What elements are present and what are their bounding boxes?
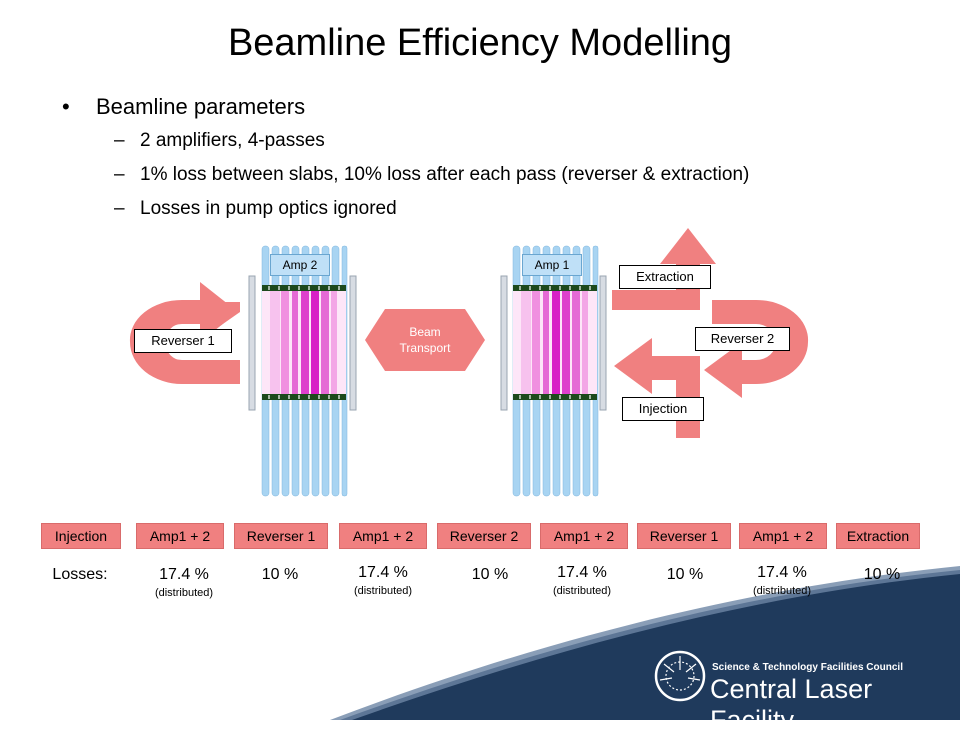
footer-swoosh-highlight — [330, 566, 960, 720]
sub-bullet: – 2 amplifiers, 4-passes — [62, 126, 749, 160]
seq-reverser-1-again: Reverser 1 — [637, 523, 731, 549]
loss-value: 10 % — [261, 566, 299, 583]
loss-value: 17.4 % — [159, 566, 209, 583]
loss-value: 10 % — [666, 566, 704, 583]
loss-value: 17.4 % — [557, 564, 607, 581]
losses-label: Losses: — [52, 566, 108, 583]
amp-1-assembly — [512, 245, 599, 497]
seq-extraction: Extraction — [836, 523, 920, 549]
loss-value: 17.4 % — [757, 564, 807, 581]
loss-value: 10 % — [471, 566, 509, 583]
seq-reverser-1: Reverser 1 — [234, 523, 328, 549]
bullet-main-text: Beamline parameters — [96, 94, 306, 119]
beam-transport-label: Beam Transport — [380, 324, 470, 356]
beamline-diagram — [129, 228, 960, 720]
seq-reverser-2: Reverser 2 — [437, 523, 531, 549]
extraction-label: Extraction — [619, 265, 711, 289]
injection-arrow — [614, 338, 700, 438]
footer-council-text: Science & Technology Facilities Council — [712, 662, 903, 673]
sub-bullet: – Losses in pump optics ignored — [62, 194, 749, 228]
extraction-arrow — [612, 228, 716, 310]
bullet-dot-icon: • — [62, 94, 70, 119]
amp-1-label: Amp 1 — [522, 254, 582, 276]
loss-value: 17.4 % — [358, 564, 408, 581]
beam-transport-line-2: Transport — [399, 341, 451, 355]
loss-note: (distributed) — [154, 587, 214, 599]
footer-facility-text: Central Laser Facility — [710, 674, 873, 735]
reverser-1-label: Reverser 1 — [134, 329, 232, 353]
injection-label: Injection — [622, 397, 704, 421]
amp-2-assembly — [261, 245, 348, 497]
loss-note: (distributed) — [552, 585, 612, 597]
loss-note: (distributed) — [752, 585, 812, 597]
seq-amp-pass-4: Amp1 + 2 — [739, 523, 827, 549]
dash-icon: – — [114, 164, 125, 185]
footer-swoosh — [340, 570, 960, 720]
sub-bullet: – 1% loss between slabs, 10% loss after … — [62, 160, 749, 194]
amp-2-label: Amp 2 — [270, 254, 330, 276]
sub-bullet-text: 1% loss between slabs, 10% loss after ea… — [140, 164, 750, 185]
beam-transport-shape — [365, 309, 485, 371]
mirror-plate — [349, 275, 357, 411]
bullet-main: • Beamline parameters — [62, 92, 749, 126]
loss-note: (distributed) — [353, 585, 413, 597]
sub-bullet-text: Losses in pump optics ignored — [140, 198, 397, 219]
mirror-plate — [599, 275, 607, 411]
loss-value: 10 % — [863, 566, 901, 583]
bullet-list: • Beamline parameters – 2 amplifiers, 4-… — [62, 92, 749, 228]
sub-bullet-text: 2 amplifiers, 4-passes — [140, 130, 325, 151]
slide-title: Beamline Efficiency Modelling — [227, 22, 733, 64]
dash-icon: – — [114, 198, 125, 219]
mirror-plate — [500, 275, 508, 411]
dash-icon: – — [114, 130, 125, 151]
reverser-2-label: Reverser 2 — [695, 327, 790, 351]
seq-injection: Injection — [41, 523, 121, 549]
seq-amp-pass-1: Amp1 + 2 — [136, 523, 224, 549]
mirror-plate — [248, 275, 256, 411]
reverser-2-arrow-loop — [704, 299, 809, 398]
seq-amp-pass-2: Amp1 + 2 — [339, 523, 427, 549]
seq-amp-pass-3: Amp1 + 2 — [540, 523, 628, 549]
beam-transport-line-1: Beam — [409, 325, 441, 339]
reverser-1-arrow-loop — [129, 282, 240, 384]
clf-logo-icon — [654, 650, 706, 702]
